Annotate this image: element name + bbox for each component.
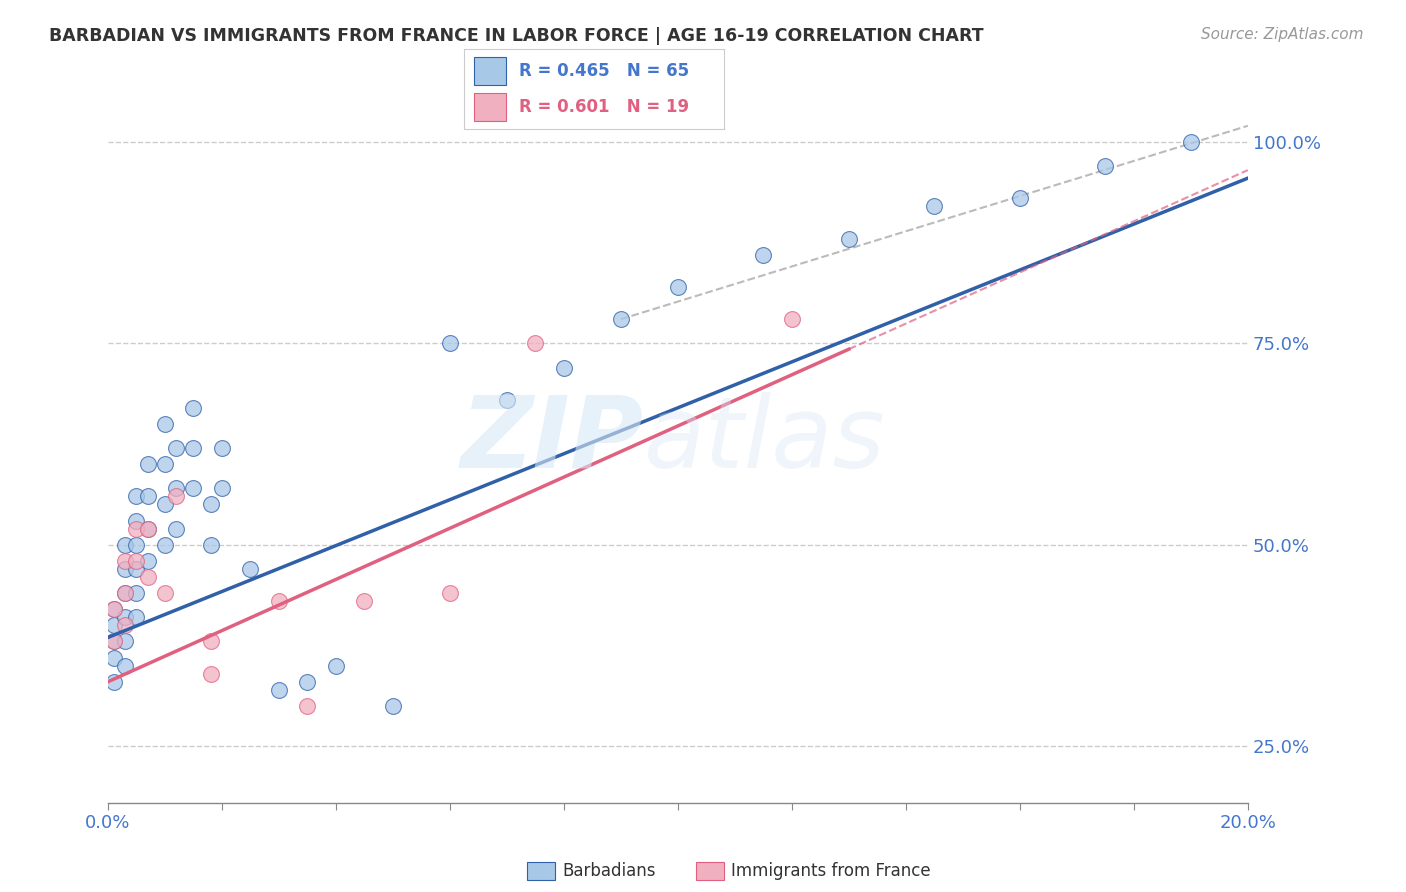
Point [103,634,125,648]
Point [165,441,187,455]
Point [125,490,148,504]
Point [297,698,319,713]
Point [136,522,159,536]
Point [838,231,860,245]
Bar [474,57,506,86]
Point [553,360,575,375]
Point [666,280,689,294]
Point [125,538,148,552]
Point [200,538,222,552]
Point [297,674,319,689]
Point [1180,135,1202,149]
Point [103,650,125,665]
Text: R = 0.465   N = 65: R = 0.465 N = 65 [519,62,689,80]
Point [153,538,176,552]
Point [103,602,125,616]
Point [780,312,803,326]
Point [200,498,222,512]
Point [439,586,461,600]
Point [114,618,136,632]
Point [153,586,176,600]
Point [114,562,136,576]
Text: R = 0.601   N = 19: R = 0.601 N = 19 [519,98,689,116]
Point [125,522,148,536]
Bar [474,94,506,121]
Point [211,481,233,495]
Point [153,457,176,471]
Point [153,498,176,512]
Point [103,674,125,689]
Point [114,634,136,648]
Point [165,481,187,495]
Point [114,610,136,624]
Point [125,554,148,568]
Text: atlas: atlas [644,392,886,489]
Point [125,562,148,576]
Text: Barbadians: Barbadians [562,862,657,880]
Point [103,602,125,616]
Point [153,417,176,431]
Point [136,457,159,471]
Point [165,522,187,536]
Point [439,336,461,351]
Point [136,554,159,568]
Point [103,618,125,632]
Point [183,441,205,455]
Point [183,401,205,415]
Point [136,570,159,584]
Point [125,514,148,528]
Point [114,586,136,600]
Point [381,698,404,713]
Point [165,490,187,504]
Text: ZIP: ZIP [461,392,644,489]
Point [496,392,519,407]
Point [103,634,125,648]
Point [325,658,347,673]
Point [353,594,375,608]
Point [125,586,148,600]
Text: Source: ZipAtlas.com: Source: ZipAtlas.com [1201,27,1364,42]
Point [267,682,290,697]
Point [211,441,233,455]
Point [267,594,290,608]
Text: BARBADIAN VS IMMIGRANTS FROM FRANCE IN LABOR FORCE | AGE 16-19 CORRELATION CHART: BARBADIAN VS IMMIGRANTS FROM FRANCE IN L… [49,27,984,45]
Point [1094,159,1116,173]
Point [183,481,205,495]
Point [610,312,633,326]
Point [136,490,159,504]
Point [752,248,775,262]
Point [136,522,159,536]
Point [524,336,547,351]
Point [239,562,262,576]
Point [114,554,136,568]
Point [1008,191,1031,205]
Point [114,538,136,552]
Point [924,199,946,213]
Text: Immigrants from France: Immigrants from France [731,862,931,880]
Point [125,610,148,624]
Point [200,634,222,648]
Point [114,658,136,673]
Point [200,666,222,681]
Point [114,586,136,600]
